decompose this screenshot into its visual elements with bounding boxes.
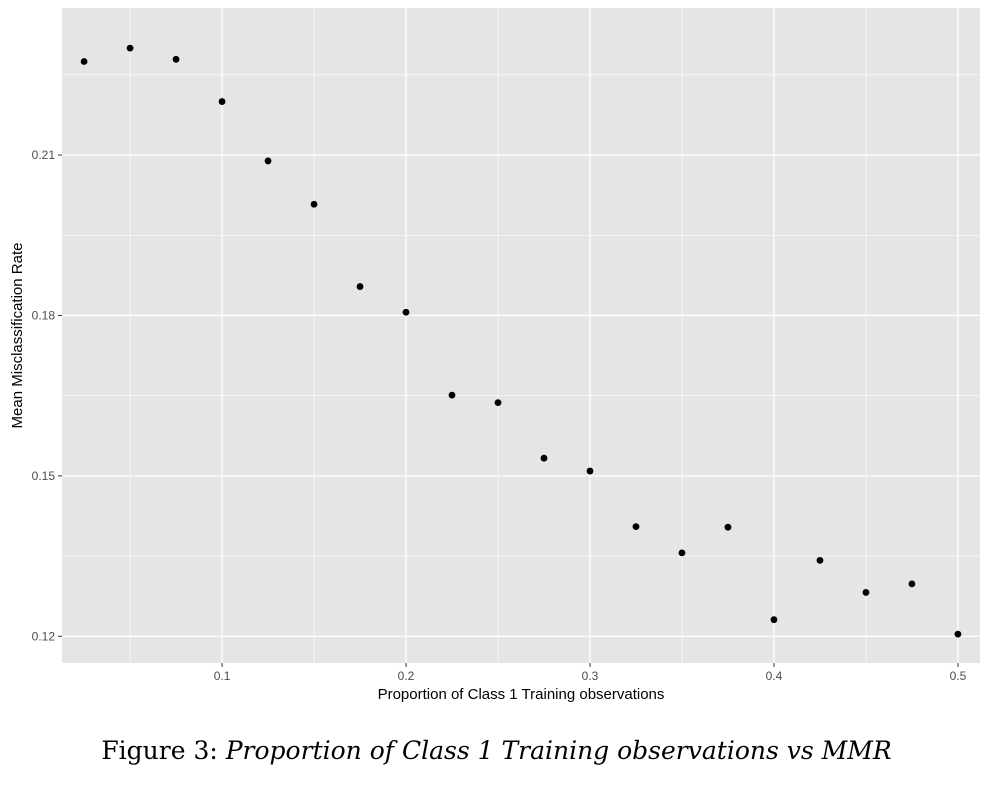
data-point bbox=[356, 283, 364, 290]
x-axis-title: Proportion of Class 1 Training observati… bbox=[378, 686, 665, 703]
data-point bbox=[908, 580, 916, 588]
major-gridlines bbox=[62, 8, 980, 663]
y-axis-title: Mean Misclassification Rate bbox=[9, 243, 26, 429]
data-point bbox=[678, 549, 686, 557]
data-point bbox=[402, 308, 410, 316]
data-point bbox=[586, 467, 594, 475]
y-tick-label: 0.15 bbox=[32, 469, 56, 483]
scatter-chart: 0.1 0.2 0.3 0.4 0.5 0.12 0.15 0.18 0.21 Proport… bbox=[9, 8, 980, 703]
y-tick-label: 0.21 bbox=[32, 148, 56, 162]
figure-caption: Figure 3: Proportion of Class 1 Training… bbox=[0, 736, 993, 765]
data-point bbox=[310, 200, 318, 208]
x-tick-label: 0.3 bbox=[582, 669, 599, 683]
x-tick-labels: 0.1 0.2 0.3 0.4 0.5 bbox=[214, 669, 967, 683]
x-tick-label: 0.2 bbox=[398, 669, 415, 683]
axis-ticks bbox=[58, 154, 959, 667]
data-point bbox=[540, 454, 548, 462]
data-point bbox=[80, 58, 88, 65]
data-point bbox=[172, 55, 180, 63]
data-point bbox=[494, 399, 502, 407]
caption-text: Proportion of Class 1 Training observati… bbox=[225, 736, 892, 765]
y-tick-label: 0.18 bbox=[32, 308, 56, 322]
data-point bbox=[862, 589, 870, 596]
y-tick-labels: 0.12 0.15 0.18 0.21 bbox=[32, 148, 56, 643]
data-point bbox=[954, 630, 962, 638]
x-tick-label: 0.1 bbox=[214, 669, 231, 683]
caption-prefix: Figure 3: bbox=[101, 736, 218, 765]
data-point bbox=[126, 44, 134, 52]
data-points bbox=[80, 44, 962, 638]
data-point bbox=[632, 523, 640, 531]
data-point bbox=[816, 556, 824, 564]
x-tick-label: 0.4 bbox=[766, 669, 783, 683]
data-point bbox=[724, 523, 732, 531]
data-point bbox=[770, 616, 778, 624]
data-point bbox=[264, 157, 272, 165]
y-tick-label: 0.12 bbox=[32, 629, 56, 643]
x-tick-label: 0.5 bbox=[950, 669, 967, 683]
data-point bbox=[448, 391, 456, 399]
minor-gridlines bbox=[62, 8, 980, 663]
data-point bbox=[218, 98, 226, 105]
plot-panel bbox=[62, 8, 980, 663]
